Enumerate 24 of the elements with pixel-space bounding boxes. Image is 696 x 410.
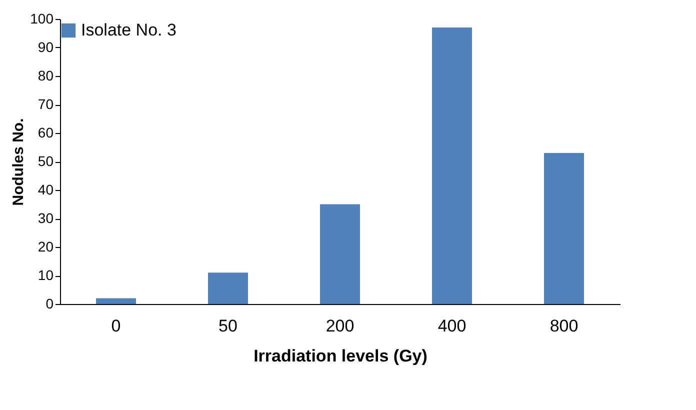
y-tick-label: 30 xyxy=(38,210,54,226)
y-tick-label: 20 xyxy=(38,238,54,254)
bar xyxy=(96,298,136,304)
bar xyxy=(544,152,584,304)
x-axis-title: Irradiation levels (Gy) xyxy=(254,346,428,366)
y-tick-label: 60 xyxy=(38,124,54,140)
x-tick-label: 0 xyxy=(111,316,121,336)
y-tick-label: 10 xyxy=(38,267,54,283)
y-tick-label: 100 xyxy=(30,10,54,26)
x-tick-label: 200 xyxy=(326,316,354,336)
x-tick-label: 400 xyxy=(438,316,466,336)
y-tick-label: 90 xyxy=(38,39,54,55)
x-tick-label: 800 xyxy=(550,316,578,336)
y-tick-label: 40 xyxy=(38,182,54,198)
y-tick-label: 0 xyxy=(46,296,54,312)
y-axis-title: Nodules No. xyxy=(10,118,28,206)
bar xyxy=(320,204,360,304)
y-tick-label: 80 xyxy=(38,68,54,84)
bar xyxy=(208,272,248,304)
bar xyxy=(432,28,472,304)
x-tick-label: 50 xyxy=(218,316,238,336)
legend-label: Isolate No. 3 xyxy=(81,20,176,40)
y-tick-label: 70 xyxy=(38,96,54,112)
y-tick-label: 50 xyxy=(38,153,54,169)
